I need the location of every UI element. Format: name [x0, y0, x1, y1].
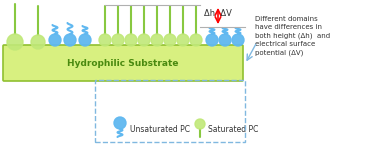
Circle shape: [49, 34, 61, 46]
Circle shape: [64, 34, 76, 46]
Circle shape: [112, 34, 124, 46]
Bar: [95, 80, 245, 142]
Circle shape: [151, 34, 163, 46]
Circle shape: [31, 35, 45, 49]
Circle shape: [7, 34, 23, 50]
Circle shape: [206, 34, 218, 46]
Text: Unsaturated PC: Unsaturated PC: [130, 124, 190, 134]
FancyBboxPatch shape: [3, 45, 243, 81]
Text: Δh  ΔV: Δh ΔV: [204, 8, 232, 18]
Circle shape: [219, 34, 231, 46]
Text: Saturated PC: Saturated PC: [208, 124, 259, 134]
Circle shape: [232, 34, 244, 46]
Circle shape: [164, 34, 176, 46]
Circle shape: [177, 34, 189, 46]
Circle shape: [138, 34, 150, 46]
Circle shape: [125, 34, 137, 46]
Circle shape: [99, 34, 111, 46]
Circle shape: [190, 34, 202, 46]
Text: Different domains
have differences in
both height (Δh)  and
electrical surface
p: Different domains have differences in bo…: [255, 16, 330, 56]
Circle shape: [195, 119, 205, 129]
Circle shape: [79, 34, 91, 46]
Text: Hydrophilic Substrate: Hydrophilic Substrate: [67, 59, 179, 67]
Circle shape: [114, 117, 126, 129]
